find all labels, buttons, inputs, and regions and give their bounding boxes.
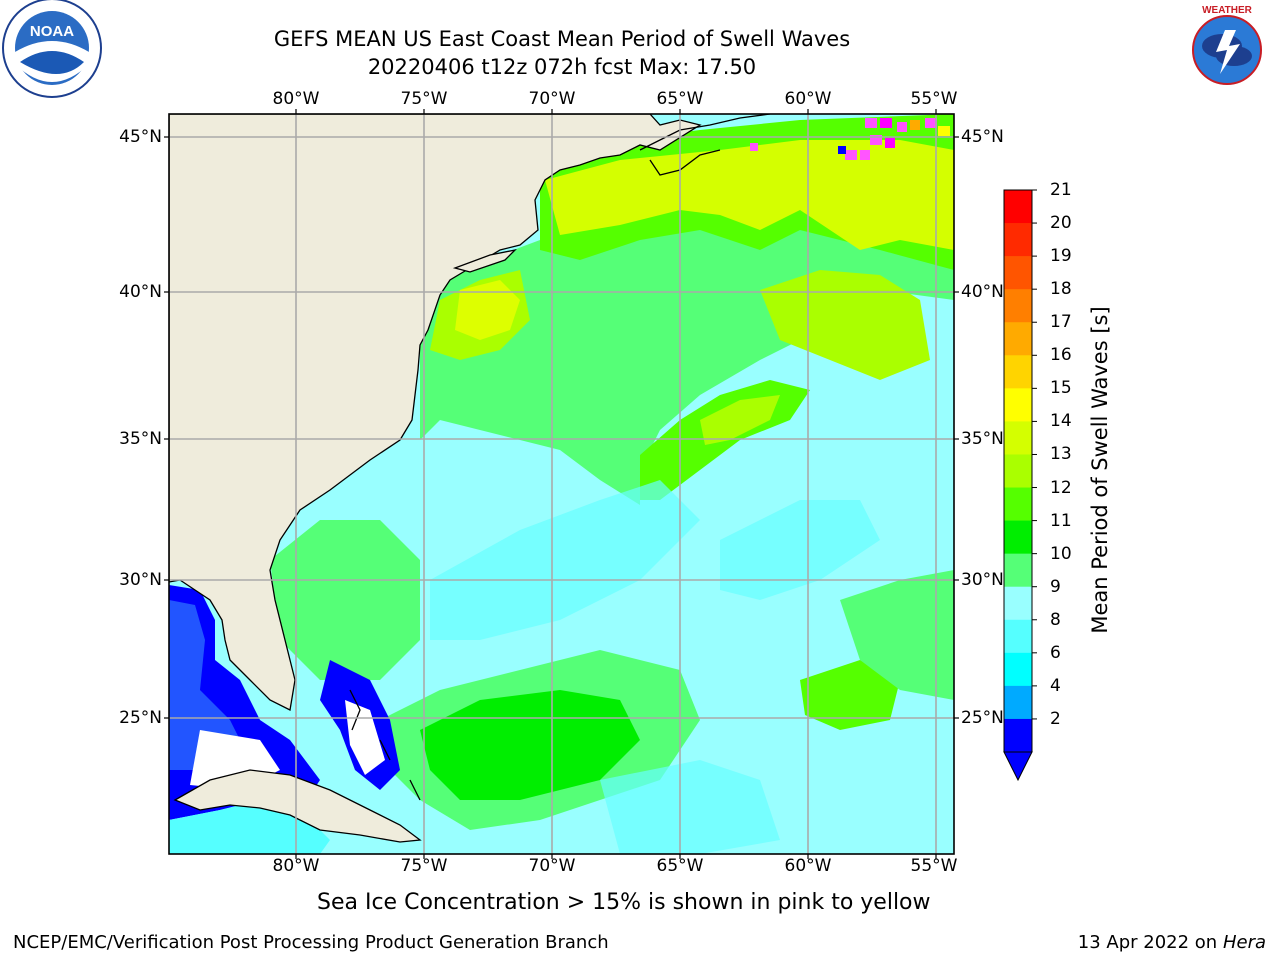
map-frame [168,113,955,855]
colorbar-tick-label: 16 [1050,345,1072,366]
lon-label-top: 55°W [910,89,958,109]
lat-label-right: 25°N [961,708,1004,728]
lon-label-top: 60°W [784,89,832,109]
colorbar-bin [1004,619,1032,654]
colorbar-tick-label: 2 [1050,708,1061,729]
colorbar-tick-label: 19 [1050,246,1072,267]
colorbar-bin [1004,487,1032,522]
sea-ice-patch [750,118,950,160]
colorbar-bin [1004,388,1032,422]
colorbar-tick-label: 10 [1050,543,1072,564]
colorbar-bin [1004,421,1032,455]
colorbar-bin [1004,520,1032,555]
colorbar-bin [1004,685,1032,720]
land-cuba [173,769,422,843]
lon-label-bottom: 65°W [656,856,704,876]
noaa-logo-text: NOAA [30,23,74,40]
colorbar-tick-label: 21 [1050,180,1072,200]
colorbar-bin [1004,289,1032,323]
colorbar-extend-triangle [1003,751,1033,782]
lat-label-left: 35°N [119,429,162,449]
colorbar-tick-label: 14 [1050,411,1072,432]
footer-date: 13 Apr 2022 on Hera [1078,932,1266,953]
lon-label-bottom: 70°W [528,856,576,876]
noaa-logo: NOAA [2,0,102,98]
colorbar-bin [1004,223,1032,257]
colorbar [1003,189,1037,782]
colorbar-bin [1004,553,1032,588]
chart-subtitle: 20220406 t12z 072h fcst Max: 17.50 [367,55,757,79]
lon-label-top: 65°W [656,89,704,109]
svg-text:WEATHER: WEATHER [1202,5,1253,16]
graticule [169,114,954,854]
sea-ice-note: Sea Ice Concentration > 15% is shown in … [317,890,931,915]
colorbar-bin [1004,256,1032,290]
lat-label-right: 30°N [961,570,1004,590]
lon-label-bottom: 60°W [784,856,832,876]
lat-label-right: 35°N [961,429,1004,449]
colorbar-tick-label: 11 [1050,510,1072,531]
lat-label-left: 40°N [119,282,162,302]
lat-label-right: 40°N [961,282,1004,302]
lat-label-left: 25°N [119,708,162,728]
nws-logo: WEATHER [1181,4,1273,96]
lat-label-right: 45°N [961,127,1004,147]
lon-label-bottom: 75°W [400,856,448,876]
colorbar-bin [1004,652,1032,687]
colorbar-tick-label: 9 [1050,576,1061,597]
lon-label-bottom: 55°W [910,856,958,876]
colorbar-bin [1004,586,1032,621]
colorbar-tick-label: 8 [1050,609,1061,630]
lon-label-bottom: 80°W [272,856,320,876]
chart-title: GEFS MEAN US East Coast Mean Period of S… [273,27,851,51]
colorbar-tick-label: 4 [1050,675,1061,696]
colorbar-bin [1004,190,1032,224]
colorbar-tick-label: 17 [1050,312,1072,333]
footer-date-text: 13 Apr 2022 on [1077,932,1223,953]
colorbar-bin [1004,718,1032,753]
colorbar-tick-label: 20 [1050,213,1072,234]
colorbar-bin [1004,454,1032,489]
colorbar-tick-label: 13 [1050,444,1072,465]
lon-label-top: 70°W [528,89,576,109]
lon-label-top: 80°W [272,89,320,109]
lon-label-top: 75°W [400,89,448,109]
lat-label-left: 45°N [119,127,162,147]
colorbar-tick-label: 6 [1050,642,1061,663]
colorbar-label: Mean Period of Swell Waves [s] [1088,306,1112,634]
map-field [169,114,954,854]
colorbar-tick-label: 12 [1050,477,1072,498]
footer-credit: NCEP/EMC/Verification Post Processing Pr… [13,932,609,953]
colorbar-bin [1004,355,1032,389]
footer-host: Hera [1222,932,1266,953]
colorbar-bin [1004,322,1032,356]
colorbar-tick-label: 15 [1050,378,1072,399]
land-north-america [169,114,702,711]
colorbar-tick-label: 18 [1050,279,1072,300]
colorbar-frame [1003,189,1033,753]
lat-label-left: 30°N [119,570,162,590]
